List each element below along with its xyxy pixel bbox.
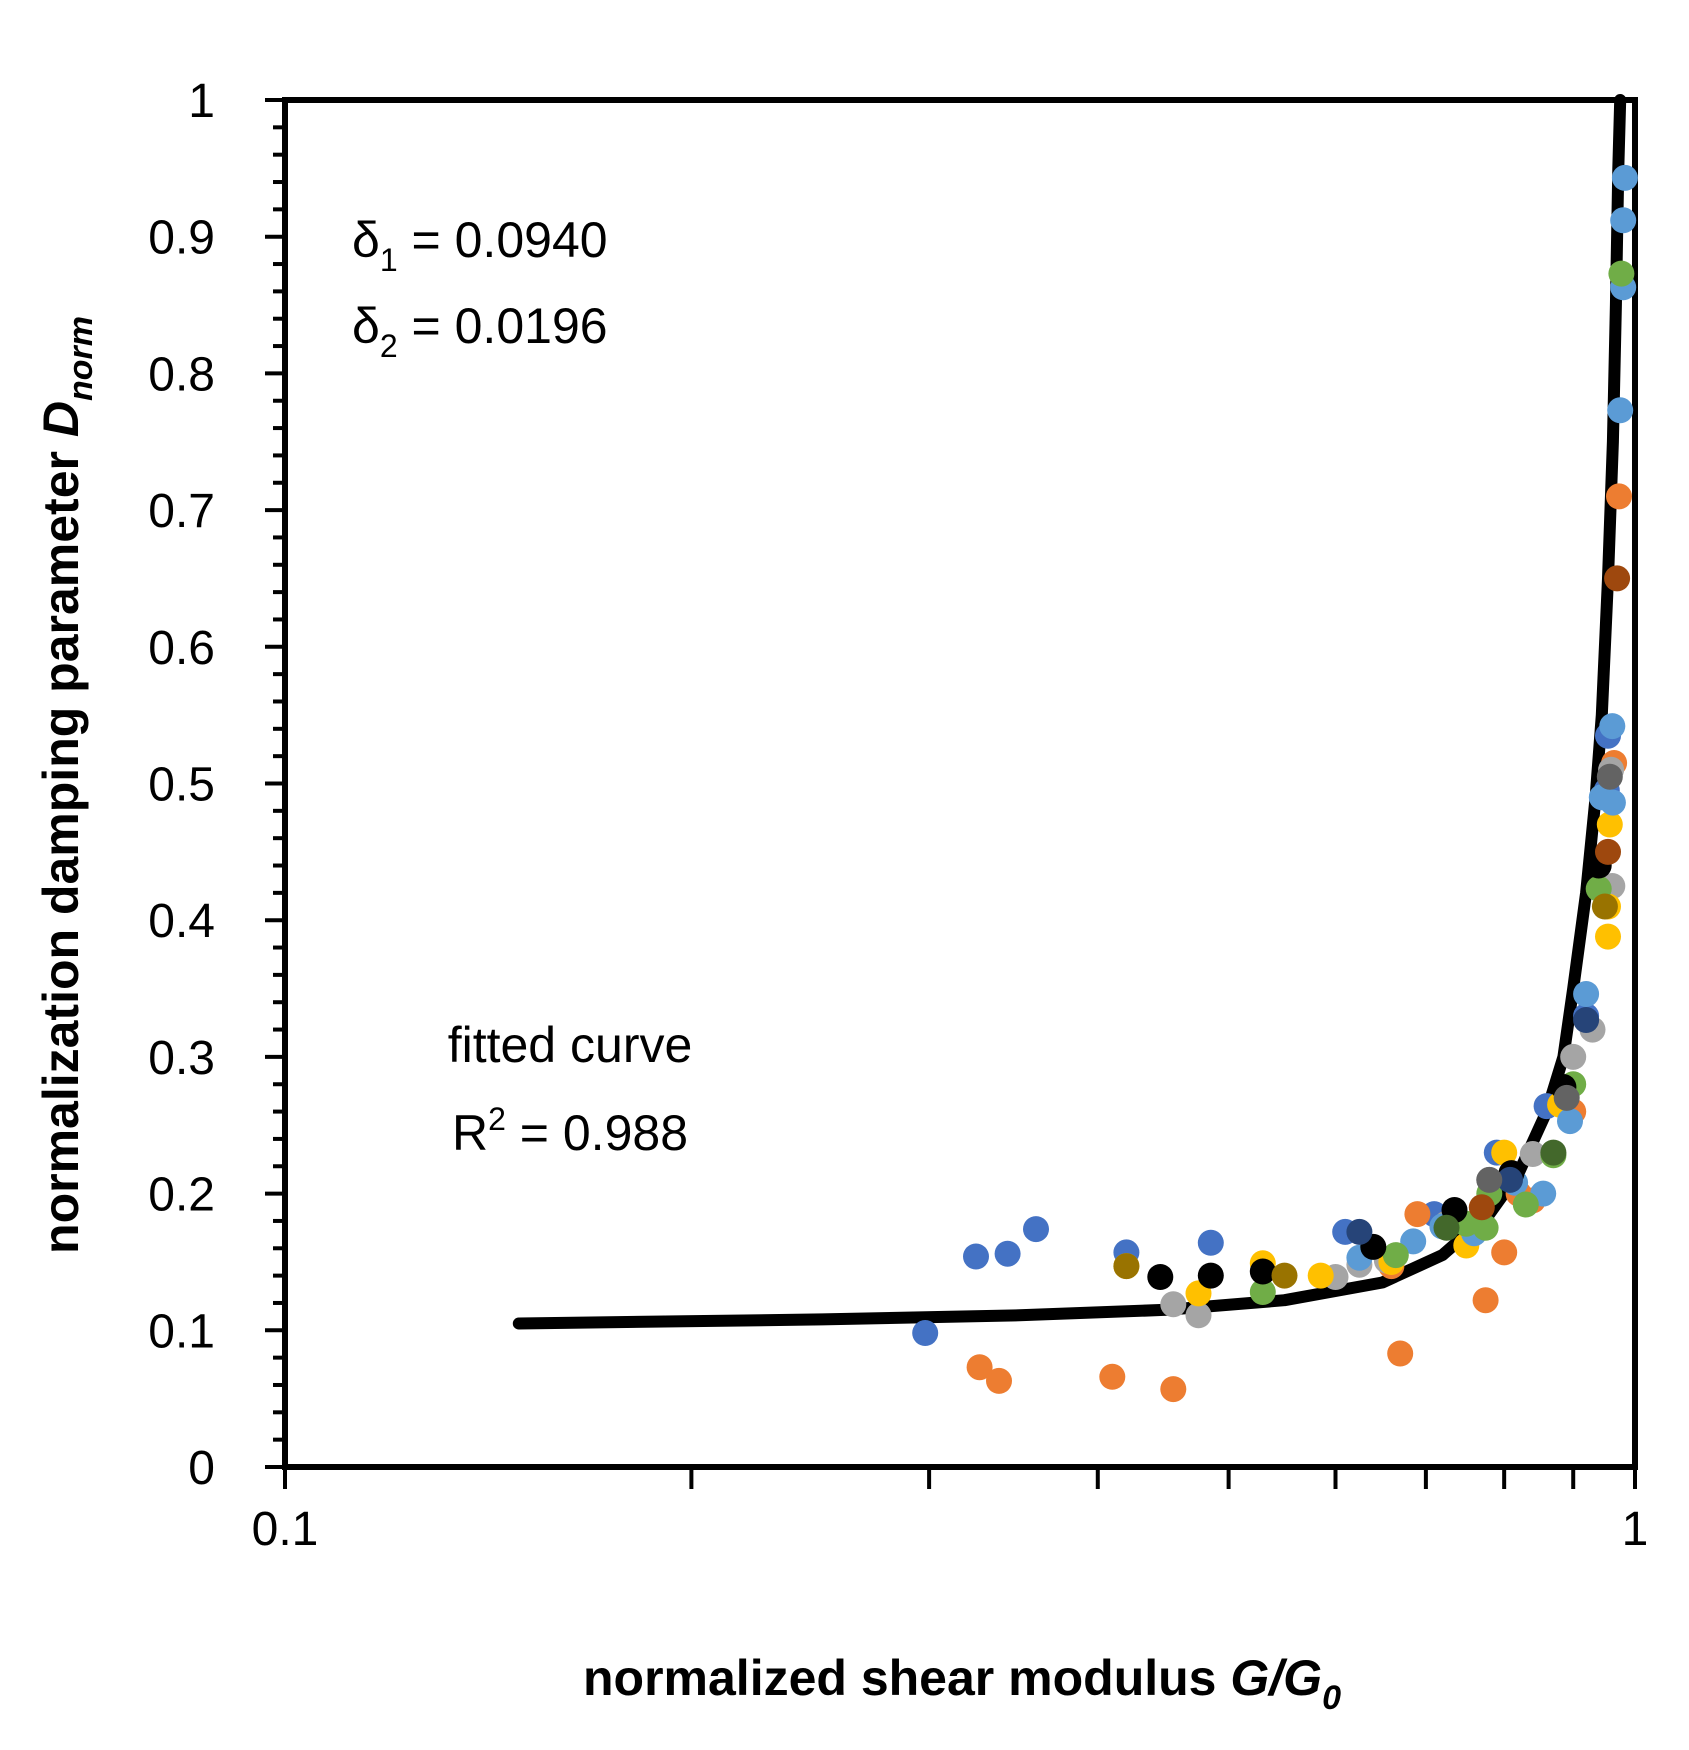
data-point [1404, 1201, 1431, 1228]
data-point [1476, 1166, 1503, 1193]
y-tick-label: 0.5 [148, 759, 215, 812]
data-point [1519, 1141, 1546, 1167]
x-tick-label: 0.1 [252, 1503, 319, 1556]
data-point [1249, 1258, 1276, 1285]
r2-value: = 0.988 [506, 1105, 688, 1161]
delta1-value: = 0.0940 [398, 212, 608, 268]
data-point [986, 1367, 1012, 1394]
data-point [1611, 164, 1638, 191]
data-point [1468, 1194, 1495, 1221]
x-axis-title-text: normalized shear modulus [583, 1650, 1230, 1706]
delta2-annotation: δ2 = 0.0196 [352, 298, 608, 364]
r2-superscript: 2 [488, 1101, 506, 1137]
data-point [1599, 713, 1626, 740]
data-point [963, 1243, 989, 1270]
data-point [1147, 1264, 1174, 1290]
axis-tick-labels: 0 0.1 0.2 0.3 0.4 0.5 0.6 0.7 0.8 0.9 1 0.1 1 [148, 75, 1648, 1556]
data-point [1160, 1291, 1187, 1318]
data-point [1160, 1376, 1187, 1403]
data-point [1604, 565, 1631, 592]
data-point [1595, 838, 1621, 865]
data-point [1099, 1363, 1126, 1390]
data-point [1382, 1242, 1409, 1269]
data-point [1596, 811, 1623, 838]
data-points [912, 164, 1638, 1403]
y-axis-title-italic: D [33, 401, 89, 437]
data-point [1472, 1214, 1499, 1241]
data-point [1557, 1108, 1583, 1135]
data-point [1596, 763, 1623, 790]
data-point [966, 1354, 993, 1381]
delta2-value: = 0.0196 [398, 298, 608, 354]
data-point [1491, 1139, 1518, 1166]
data-point [1599, 789, 1626, 816]
axis-ticks [265, 98, 1637, 1489]
y-tick-label: 0.8 [148, 348, 215, 401]
data-point [994, 1240, 1021, 1267]
delta2-symbol: δ [352, 298, 380, 354]
x-axis-title-italic: G/G [1230, 1650, 1322, 1706]
x-axis-title: normalized shear modulus G/G0 [583, 1650, 1341, 1717]
data-point [1433, 1214, 1460, 1241]
data-point [1491, 1239, 1518, 1266]
delta2-subscript: 2 [380, 328, 398, 364]
y-tick-label: 0.4 [148, 895, 215, 948]
data-point [1307, 1262, 1334, 1289]
y-axis-title-text: normalization damping parameter [33, 437, 89, 1254]
delta1-subscript: 1 [380, 242, 398, 278]
data-point [1197, 1262, 1224, 1289]
y-tick-label: 0.6 [148, 622, 215, 675]
data-point [1271, 1262, 1298, 1289]
delta1-annotation: δ1 = 0.0940 [352, 212, 608, 278]
data-point [1512, 1191, 1539, 1218]
data-point [1400, 1228, 1427, 1255]
data-point [1606, 483, 1632, 510]
data-point [1387, 1340, 1414, 1367]
y-tick-label: 0.1 [148, 1305, 215, 1358]
data-point [1023, 1216, 1049, 1243]
r2-annotation: R2 = 0.988 [452, 1101, 688, 1161]
data-point [1497, 1166, 1523, 1193]
y-tick-label: 1 [188, 75, 215, 128]
y-axis-title-subscript: norm [62, 316, 100, 401]
y-tick-label: 0.2 [148, 1169, 215, 1222]
data-point [1249, 1279, 1276, 1305]
r2-base: R [452, 1105, 488, 1161]
y-tick-label: 0 [188, 1442, 215, 1495]
data-point [1197, 1229, 1224, 1256]
y-tick-label: 0.7 [148, 485, 215, 538]
y-axis-title: normalization damping parameter Dnorm [33, 316, 100, 1254]
x-tick-label: 1 [1622, 1503, 1649, 1556]
data-point [1591, 893, 1618, 920]
data-point [1346, 1218, 1373, 1245]
data-point [1560, 1043, 1587, 1070]
data-point [1610, 207, 1637, 234]
fit-label: fitted curve [448, 1017, 693, 1073]
data-point [1472, 1287, 1499, 1314]
data-point [1185, 1302, 1212, 1329]
data-point [1540, 1139, 1567, 1166]
x-axis-title-subscript: 0 [1322, 1679, 1341, 1717]
y-tick-label: 0.9 [148, 212, 215, 265]
data-point [1595, 923, 1621, 950]
data-point [1573, 981, 1600, 1007]
data-point [1573, 1007, 1600, 1033]
data-point [1607, 397, 1634, 424]
data-point [1113, 1253, 1140, 1280]
data-point [912, 1320, 939, 1346]
delta1-symbol: δ [352, 212, 380, 268]
data-point [1553, 1084, 1580, 1111]
y-tick-label: 0.3 [148, 1032, 215, 1085]
data-point [1608, 260, 1635, 287]
